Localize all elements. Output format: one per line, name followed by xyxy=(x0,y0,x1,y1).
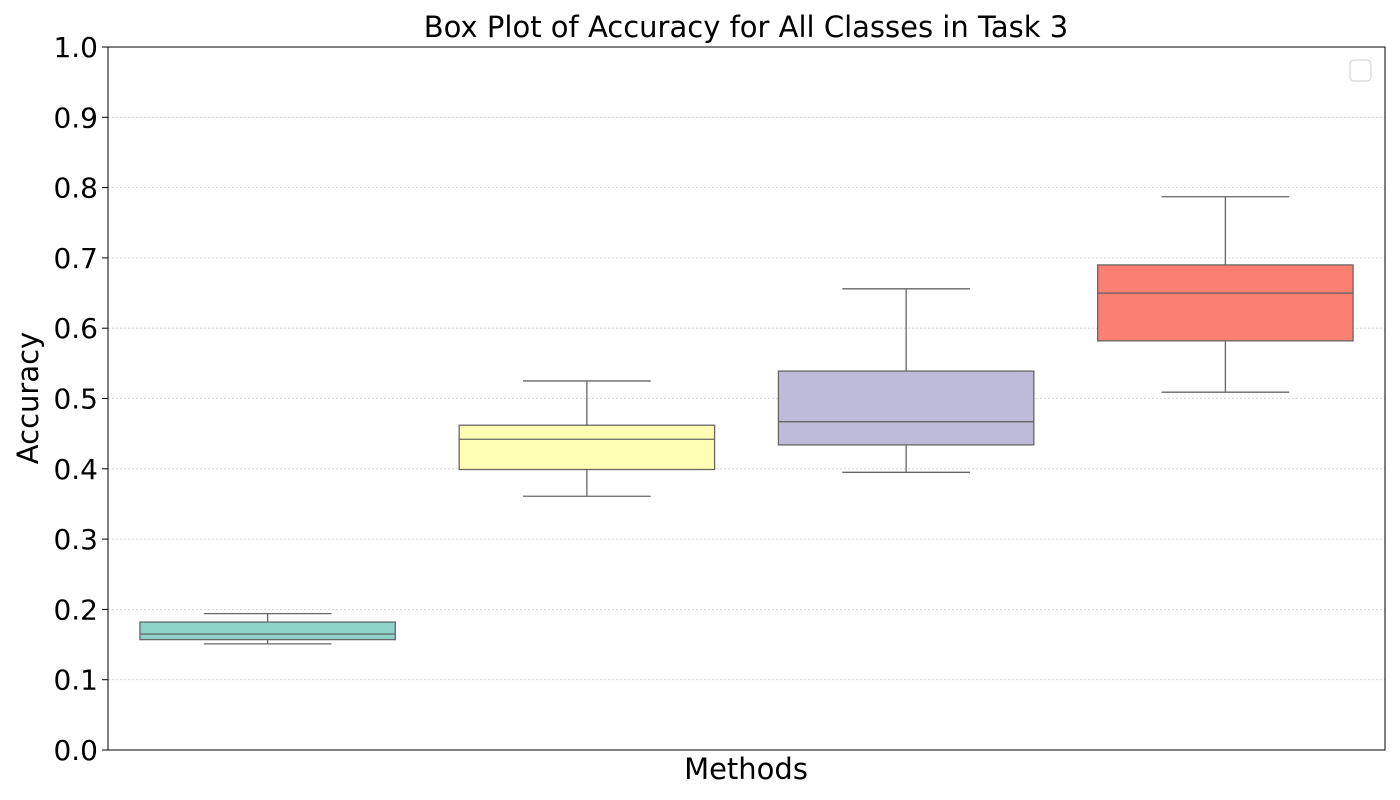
box-1 xyxy=(139,612,396,645)
y-tick-label: 0.1 xyxy=(53,664,98,697)
y-tick-label: 0.2 xyxy=(53,593,98,626)
y-tick-label: 0.3 xyxy=(53,523,98,556)
iqr-box xyxy=(1097,264,1354,342)
grid-lines xyxy=(108,116,1385,681)
iqr-box xyxy=(777,370,1035,446)
y-tick-label: 0.7 xyxy=(53,242,98,275)
iqr-box xyxy=(458,424,716,471)
y-tick-label: 0.4 xyxy=(53,453,98,486)
y-axis-ticks: 0.0 0.1 0.2 0.3 0.4 0.5 0.6 0.7 0.8 0.9 1.0 xyxy=(53,31,108,767)
box-4 xyxy=(1097,196,1354,393)
box-3 xyxy=(777,288,1035,473)
legend-box xyxy=(1349,59,1372,82)
y-tick-label: 0.0 xyxy=(53,734,98,767)
iqr-box xyxy=(139,621,396,641)
y-tick-label: 0.8 xyxy=(53,172,98,205)
y-tick-label: 0.9 xyxy=(53,101,98,134)
x-axis-label: Methods xyxy=(684,752,808,786)
y-tick-label: 0.6 xyxy=(53,312,98,345)
y-tick-label: 1.0 xyxy=(53,31,98,64)
chart-title: Box Plot of Accuracy for All Classes in … xyxy=(424,10,1068,44)
box-group xyxy=(139,196,1354,645)
y-axis-label: Accuracy xyxy=(11,332,45,464)
box-2 xyxy=(458,380,716,497)
y-tick-label: 0.5 xyxy=(53,383,98,416)
